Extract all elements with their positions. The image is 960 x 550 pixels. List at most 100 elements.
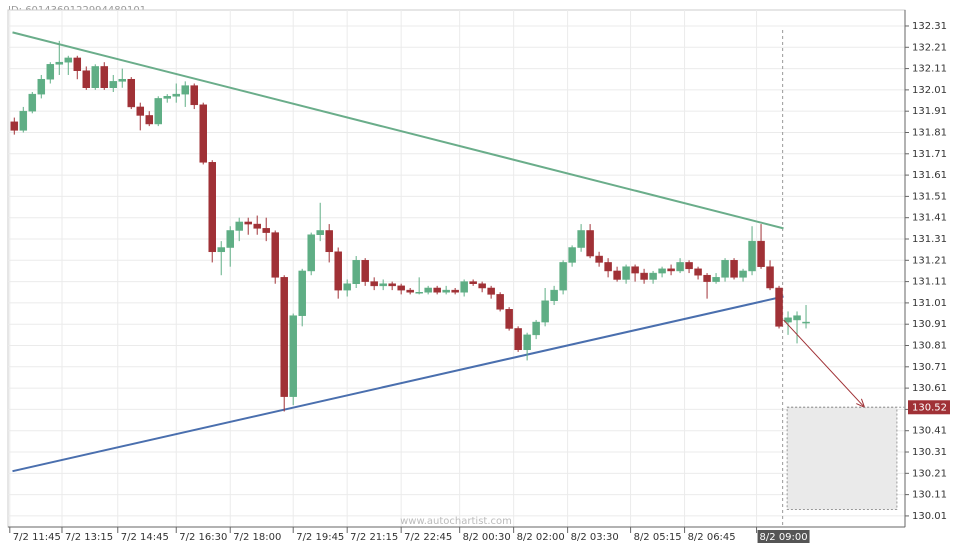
candle-body xyxy=(559,262,567,291)
x-tick-label: 7/2 18:00 xyxy=(233,532,281,543)
candle-body xyxy=(208,162,216,253)
candle-body xyxy=(532,321,540,336)
candle-body xyxy=(91,66,100,89)
candle-body xyxy=(451,289,459,293)
candle-body xyxy=(100,66,109,89)
watermark: www.autochartist.com xyxy=(400,516,512,527)
candle-body xyxy=(163,96,171,99)
candle-body xyxy=(514,328,522,351)
candle-body xyxy=(469,281,477,284)
candle-body xyxy=(361,260,369,282)
candle-body xyxy=(235,221,243,231)
support-line xyxy=(12,295,784,473)
candle-body xyxy=(172,93,180,97)
candle-body xyxy=(550,289,558,302)
candle-body xyxy=(703,274,711,282)
x-tick-label: 7/2 16:30 xyxy=(179,532,227,543)
candle-body xyxy=(397,285,405,291)
candle-body xyxy=(793,315,801,321)
candle-body xyxy=(253,223,261,229)
candle-body xyxy=(181,85,189,95)
candle-body xyxy=(145,115,154,125)
candle-body xyxy=(226,230,234,248)
y-tick-label: 131.71 xyxy=(912,149,947,160)
candle-body xyxy=(388,283,396,287)
x-tick-label: 8/2 03:30 xyxy=(571,532,619,543)
candle-body xyxy=(73,57,82,71)
candle-body xyxy=(127,78,136,108)
y-tick-label: 130.11 xyxy=(912,490,947,501)
candle-body xyxy=(199,104,207,163)
candle-body xyxy=(19,110,28,131)
x-tick-label: 7/2 22:45 xyxy=(404,532,452,543)
candle-body xyxy=(541,300,549,323)
y-tick-label: 131.61 xyxy=(912,170,947,181)
candle-body xyxy=(595,255,603,263)
candle-body xyxy=(667,268,675,272)
candle-body xyxy=(136,106,145,116)
y-tick-label: 132.01 xyxy=(912,85,947,96)
y-tick-label: 131.41 xyxy=(912,213,947,224)
candle-body xyxy=(523,334,531,351)
candle-body xyxy=(568,247,576,263)
candle-body xyxy=(442,289,450,293)
y-tick-label: 131.81 xyxy=(912,127,947,138)
candle-body xyxy=(64,57,73,63)
candle-body xyxy=(460,281,468,293)
y-tick-label: 132.31 xyxy=(912,21,947,32)
candle-body xyxy=(415,292,423,294)
candle-body xyxy=(316,230,324,235)
candle-body xyxy=(154,98,162,125)
candle-body xyxy=(712,277,720,282)
forecast-box xyxy=(786,406,898,511)
candle-body xyxy=(82,70,91,89)
y-tick-label: 130.81 xyxy=(912,341,947,352)
candle-body xyxy=(613,270,621,280)
candle-body xyxy=(370,281,378,287)
candle-body xyxy=(739,270,747,278)
candle-body xyxy=(748,240,756,272)
candle-body xyxy=(496,294,504,310)
candle-body xyxy=(622,266,630,280)
candle-body xyxy=(604,262,612,272)
forecast-level-tag xyxy=(908,400,950,415)
x-tick-highlight xyxy=(757,530,810,543)
y-tick-label: 132.11 xyxy=(912,64,947,75)
candle-body xyxy=(631,266,639,274)
candle-body xyxy=(109,81,118,89)
candle-body xyxy=(424,287,432,293)
candle-body xyxy=(262,228,270,233)
candle-body xyxy=(244,221,252,225)
candle-body xyxy=(55,61,64,65)
candle-body xyxy=(325,230,333,253)
candle-body xyxy=(757,240,765,267)
x-tick-label: 7/2 11:45 xyxy=(13,532,61,543)
candle-body xyxy=(10,121,19,131)
candle-body xyxy=(217,247,225,253)
x-tick-label: 8/2 02:00 xyxy=(517,532,565,543)
candle-body xyxy=(37,78,46,95)
candle-body xyxy=(676,262,684,272)
candle-body xyxy=(406,289,414,293)
x-tick-label: 8/2 06:45 xyxy=(688,532,736,543)
candle-body xyxy=(784,317,792,323)
candle-body xyxy=(271,232,279,278)
candle-body xyxy=(46,64,55,80)
candle-body xyxy=(190,85,198,106)
y-tick-label: 131.21 xyxy=(912,255,947,266)
candle-body xyxy=(649,272,657,280)
y-tick-label: 131.01 xyxy=(912,298,947,309)
candle-body xyxy=(586,230,594,257)
candle-body xyxy=(298,270,306,316)
candle-body xyxy=(721,260,729,278)
y-tick-label: 130.31 xyxy=(912,447,947,458)
candle-body xyxy=(658,268,666,274)
candle-body xyxy=(730,260,738,278)
candle-body xyxy=(802,321,810,324)
candle-body xyxy=(379,283,387,287)
y-tick-label: 132.21 xyxy=(912,42,947,53)
y-tick-label: 130.01 xyxy=(912,511,947,522)
candle-body xyxy=(487,287,495,295)
candle-body xyxy=(505,309,513,329)
